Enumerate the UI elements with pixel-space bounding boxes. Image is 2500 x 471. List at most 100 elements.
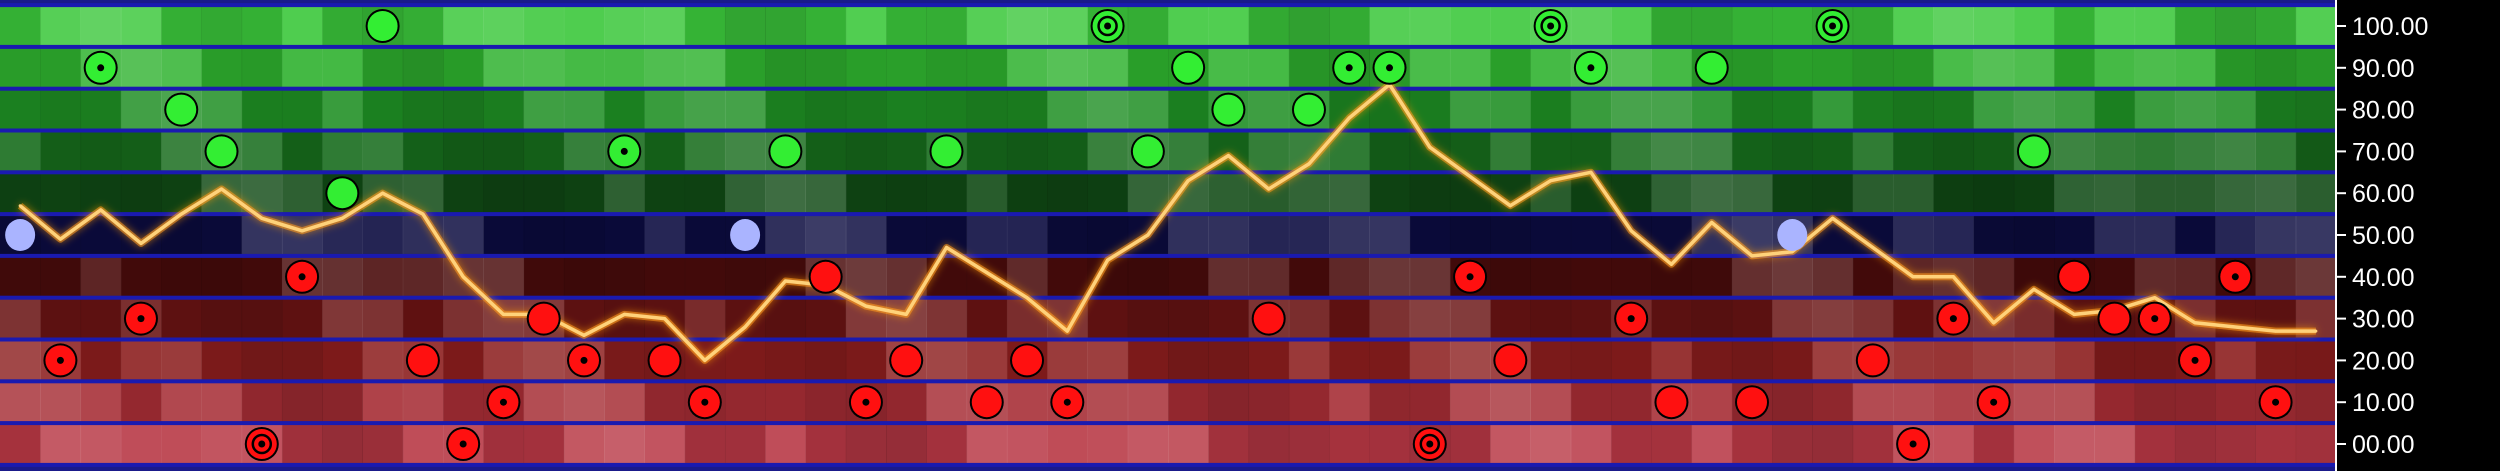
- band-cell: [926, 297, 968, 340]
- line-vertex: [461, 275, 465, 279]
- band-cell: [0, 297, 41, 340]
- band-cell: [2094, 172, 2136, 215]
- band-separator: [0, 421, 2336, 426]
- line-vertex: [2153, 296, 2157, 300]
- point-center-dot: [1909, 440, 1917, 448]
- line-vertex: [18, 204, 22, 208]
- band-cell: [604, 88, 645, 131]
- band-cell: [2174, 46, 2216, 89]
- band-cell: [1933, 5, 1975, 47]
- point-marker: [1132, 136, 1163, 167]
- point-marker: [1173, 52, 1204, 83]
- point-center-dot: [56, 356, 64, 364]
- band-cell: [966, 214, 1008, 256]
- band-cell: [322, 88, 363, 131]
- point-center-dot: [580, 356, 588, 364]
- band-cell: [1973, 423, 2015, 465]
- band-cell: [684, 5, 726, 47]
- band-cell: [2174, 88, 2216, 131]
- band-cell: [1772, 130, 1813, 173]
- band-cell: [2295, 88, 2337, 131]
- band-cell: [80, 297, 122, 340]
- data-point-low: [43, 343, 78, 378]
- band-cell: [402, 381, 444, 424]
- data-point-high: [204, 134, 239, 169]
- band-cell: [0, 339, 41, 382]
- band-cell: [845, 214, 887, 256]
- line-vertex: [2274, 329, 2278, 333]
- band-cell: [765, 297, 807, 340]
- data-point-low: [526, 301, 561, 336]
- line-vertex: [1750, 254, 1754, 258]
- band-cell: [2094, 214, 2136, 256]
- band-cell: [2134, 130, 2176, 173]
- data-point-low: [848, 385, 883, 420]
- band-cell: [2174, 5, 2216, 47]
- band-cell: [765, 46, 807, 89]
- band-cell: [1530, 339, 1572, 382]
- band-cell: [1168, 255, 1209, 298]
- point-marker: [327, 178, 358, 209]
- line-vertex: [1186, 179, 1190, 183]
- band-cell: [523, 5, 565, 47]
- band-cell: [241, 5, 283, 47]
- band-cell: [1409, 255, 1451, 298]
- band-cell: [80, 5, 122, 47]
- band-cell: [1248, 214, 1290, 256]
- line-vertex: [743, 325, 747, 329]
- band-cell: [1933, 130, 1975, 173]
- band-cell: [1087, 381, 1129, 424]
- band-cell: [1892, 46, 1934, 89]
- band-cell: [483, 46, 525, 89]
- series-line-layer: [17, 81, 2318, 364]
- band-cell: [1611, 255, 1652, 298]
- band-cell: [2215, 172, 2256, 215]
- band-cell: [1892, 339, 1934, 382]
- data-point-low: [2137, 301, 2172, 336]
- band-cell: [1329, 214, 1370, 256]
- band-cell: [120, 423, 162, 465]
- point-center-dot: [1345, 64, 1353, 72]
- band-cell: [805, 172, 847, 215]
- band-separator: [0, 295, 2336, 300]
- band-cell: [1490, 255, 1531, 298]
- band-cell: [1852, 255, 1894, 298]
- band-cell: [1087, 297, 1129, 340]
- band-cell: [765, 255, 807, 298]
- band-cell: [40, 172, 82, 215]
- band-cell: [362, 297, 404, 340]
- point-marker: [5, 219, 36, 251]
- band-cell: [1490, 46, 1531, 89]
- band-cell: [0, 5, 41, 47]
- band-cell: [563, 381, 605, 424]
- band-cell: [322, 339, 363, 382]
- band-cell: [281, 214, 323, 256]
- band-cell: [2054, 423, 2095, 465]
- data-point-low: [889, 343, 924, 378]
- line-vertex: [2072, 312, 2076, 316]
- band-cell: [563, 46, 605, 89]
- point-inner-ring: [1822, 15, 1843, 37]
- band-cell: [1731, 214, 1773, 256]
- band-70: [0, 130, 2336, 173]
- band-cell: [2054, 339, 2095, 382]
- band-cell: [1772, 297, 1813, 340]
- band-cell: [1208, 214, 1250, 256]
- band-cell: [644, 130, 686, 173]
- band-cell: [805, 423, 847, 465]
- band-cell: [1611, 5, 1652, 47]
- data-point-low: [1412, 427, 1447, 461]
- point-center-dot: [298, 273, 306, 281]
- band-cell: [1409, 46, 1451, 89]
- data-point-low: [244, 427, 279, 461]
- band-cell: [2134, 381, 2176, 424]
- data-point-low: [446, 427, 481, 461]
- point-center-dot: [2151, 315, 2159, 323]
- band-cell: [926, 88, 968, 131]
- band-cell: [1933, 172, 1975, 215]
- band-cell: [886, 214, 927, 256]
- point-marker: [770, 136, 801, 167]
- band-cell: [80, 255, 122, 298]
- band-cell: [1409, 297, 1451, 340]
